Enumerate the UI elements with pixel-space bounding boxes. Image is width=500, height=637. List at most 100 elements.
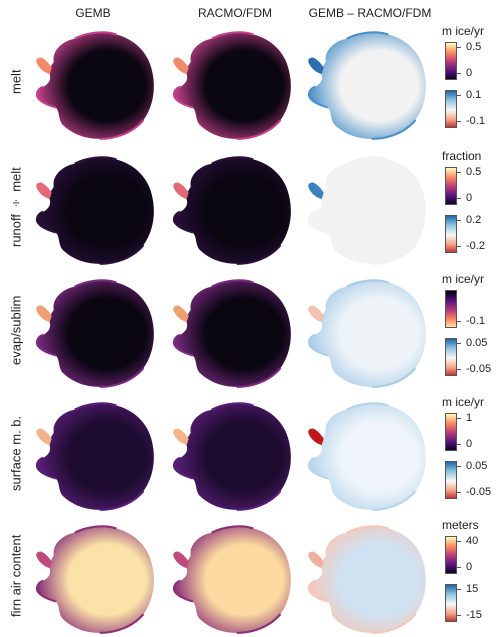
colorbar-tick-mark: [457, 444, 461, 445]
coastal-band: [172, 279, 282, 388]
colorbar-tick-mark: [457, 466, 461, 467]
colorbar-tick-label: -0.05: [466, 363, 492, 375]
coastal-band: [35, 156, 145, 265]
coastal-band: [307, 525, 417, 634]
coastal-band: [172, 525, 282, 634]
antarctica-shape: [36, 526, 154, 633]
colorbar-unit: m ice/yr: [442, 272, 484, 286]
antarctica-shape: [173, 280, 291, 387]
colorbar-tick-label: 0.5: [466, 166, 482, 178]
coastal-band: [307, 402, 417, 511]
colorbar-difference: [445, 461, 457, 499]
colorbar-absolute: [445, 167, 457, 205]
antarctic-peninsula: [36, 551, 52, 569]
racmo-fdm-map: [172, 31, 291, 140]
antarctica-shape: [173, 403, 291, 510]
colorbar-tick-label: -0.1: [466, 315, 485, 327]
antarctic-peninsula: [173, 182, 189, 200]
antarctic-peninsula: [36, 57, 52, 75]
colorbar-tick-mark: [457, 589, 461, 590]
colorbar-tick-label: -15: [466, 609, 482, 621]
colorbar-tick-mark: [457, 343, 461, 344]
colorbar-tick-mark: [457, 615, 461, 616]
antarctic-peninsula: [36, 305, 52, 323]
colorbar-tick-label: -0.1: [466, 115, 485, 127]
colorbar-tick-label: 1: [466, 412, 473, 424]
colorbar-tick-label: 0.1: [466, 89, 482, 101]
difference-map: [307, 525, 426, 634]
colorbar-tick-mark: [457, 73, 461, 74]
colorbar-unit: m ice/yr: [442, 395, 484, 409]
antarctica-shape: [308, 403, 426, 510]
coastal-band: [307, 31, 417, 140]
colorbar-tick-mark: [457, 220, 461, 221]
antarctica-shape: [173, 526, 291, 633]
colorbar-unit: fraction: [442, 149, 482, 163]
difference-map: [307, 31, 426, 140]
row-label: melt: [8, 69, 24, 95]
colorbar-absolute: [445, 413, 457, 451]
colorbar-tick-label: -0.05: [466, 486, 492, 498]
colorbar-tick-label: 0.2: [466, 214, 482, 226]
coastal-band: [35, 402, 145, 511]
racmo-fdm-map: [172, 402, 291, 511]
colorbar-tick-label: 0: [466, 438, 473, 450]
colorbar-tick-label: 0: [466, 67, 473, 79]
colorbar-absolute: [445, 290, 457, 328]
colorbar-tick-mark: [457, 95, 461, 96]
antarctica-shape: [308, 526, 426, 633]
colorbar-absolute: [445, 42, 457, 80]
colorbar-tick-label: 0.5: [466, 41, 482, 53]
antarctica-shape: [36, 280, 154, 387]
antarctic-peninsula: [173, 428, 189, 446]
colorbar-tick-mark: [457, 541, 461, 542]
antarctic-peninsula: [36, 428, 52, 446]
antarctic-peninsula: [308, 182, 324, 200]
row-label: firn air content: [8, 534, 24, 618]
antarctic-peninsula: [308, 551, 324, 569]
racmo-fdm-map: [172, 279, 291, 388]
row-label: runoff ÷ melt: [8, 167, 24, 247]
gemb-map: [35, 525, 154, 634]
colorbar-tick-label: 0.05: [466, 460, 488, 472]
antarctic-peninsula: [173, 305, 189, 323]
difference-map: [307, 156, 426, 265]
coastal-band: [172, 402, 282, 511]
antarctic-peninsula: [173, 551, 189, 569]
coastal-band: [35, 279, 145, 388]
gemb-map: [35, 279, 154, 388]
antarctic-peninsula: [308, 57, 324, 75]
colorbar-difference: [445, 584, 457, 622]
colorbar-tick-mark: [457, 121, 461, 122]
difference-map: [307, 402, 426, 511]
gemb-map: [35, 31, 154, 140]
coastal-band: [307, 279, 417, 388]
colorbar-difference: [445, 90, 457, 128]
colorbar-tick-mark: [457, 567, 461, 568]
colorbar-tick-label: -0.2: [466, 240, 485, 252]
colorbar-tick-label: 15: [466, 583, 479, 595]
colorbar-tick-mark: [457, 172, 461, 173]
antarctica-shape: [36, 403, 154, 510]
row-label: evap/sublim: [8, 295, 24, 365]
racmo-fdm-map: [172, 525, 291, 634]
antarctic-peninsula: [308, 428, 324, 446]
antarctica-shape: [173, 157, 291, 264]
antarctic-peninsula: [308, 305, 324, 323]
row-label: surface m. b.: [8, 415, 24, 491]
colorbar-tick-label: 0: [466, 192, 473, 204]
column-header-difference: GEMB – RACMO/FDM: [308, 6, 432, 20]
column-header-racmo-fdm: RACMO/FDM: [198, 6, 272, 20]
antarctica-shape: [308, 32, 426, 139]
colorbar-tick-mark: [457, 198, 461, 199]
colorbar-tick-mark: [457, 369, 461, 370]
coastal-band: [172, 156, 282, 265]
coastal-band: [35, 525, 145, 634]
colorbar-difference: [445, 338, 457, 376]
coastal-band: [307, 156, 417, 265]
antarctica-shape: [36, 157, 154, 264]
racmo-fdm-map: [172, 156, 291, 265]
antarctica-shape: [308, 157, 426, 264]
antarctica-shape: [173, 32, 291, 139]
antarctic-peninsula: [173, 57, 189, 75]
